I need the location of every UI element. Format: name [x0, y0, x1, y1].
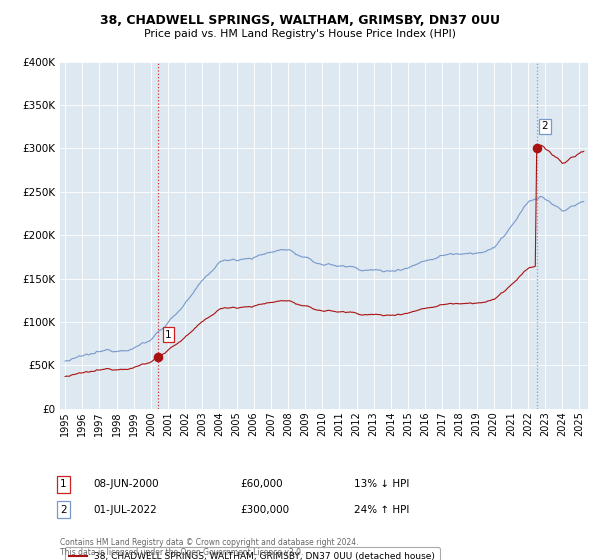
Point: [532, 144, 541, 153]
Text: £60,000: £60,000: [240, 479, 283, 489]
Text: 08-JUN-2000: 08-JUN-2000: [93, 479, 158, 489]
Text: 01-JUL-2022: 01-JUL-2022: [93, 505, 157, 515]
Text: Price paid vs. HM Land Registry's House Price Index (HPI): Price paid vs. HM Land Registry's House …: [144, 29, 456, 39]
Text: £300,000: £300,000: [240, 505, 289, 515]
Text: 2: 2: [542, 122, 548, 131]
Text: 2: 2: [60, 505, 67, 515]
Text: 1: 1: [60, 479, 67, 489]
Text: 24% ↑ HPI: 24% ↑ HPI: [354, 505, 409, 515]
Legend: 38, CHADWELL SPRINGS, WALTHAM, GRIMSBY, DN37 0UU (detached house), HPI: Average : 38, CHADWELL SPRINGS, WALTHAM, GRIMSBY, …: [65, 547, 440, 560]
Text: 13% ↓ HPI: 13% ↓ HPI: [354, 479, 409, 489]
Text: 38, CHADWELL SPRINGS, WALTHAM, GRIMSBY, DN37 0UU: 38, CHADWELL SPRINGS, WALTHAM, GRIMSBY, …: [100, 14, 500, 27]
Text: 1: 1: [165, 330, 172, 339]
Text: Contains HM Land Registry data © Crown copyright and database right 2024.
This d: Contains HM Land Registry data © Crown c…: [60, 538, 359, 557]
Point: [154, 352, 163, 361]
